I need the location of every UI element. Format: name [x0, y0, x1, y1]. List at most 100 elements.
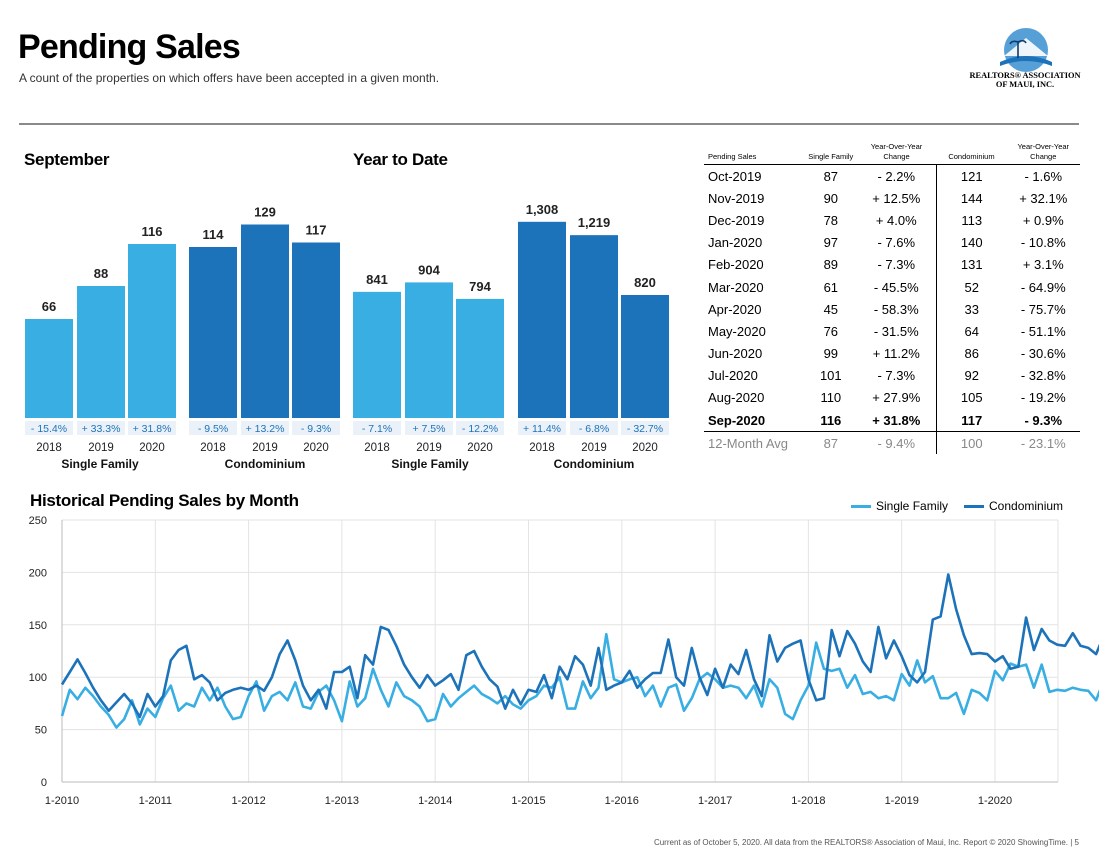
bar-value-label: 1,308 — [526, 202, 559, 217]
cell-condo-change: - 1.6% — [1024, 168, 1063, 184]
cell-sf: 110 — [820, 390, 842, 406]
change-cell — [292, 421, 340, 435]
year-tick-label: 2018 — [529, 442, 555, 454]
table-row: Feb-2020 89 - 7.3% 131 + 3.1% — [704, 253, 1080, 276]
cell-sf: 78 — [823, 212, 839, 228]
svg-text:OF MAUI, INC.: OF MAUI, INC. — [996, 80, 1054, 89]
cell-condo-change: - 75.7% — [1020, 301, 1066, 317]
change-cell — [518, 421, 566, 435]
cell-month: Jun-2020 — [708, 346, 763, 362]
cell-condo: 140 — [935, 231, 1007, 254]
cell-month: Nov-2019 — [708, 190, 765, 206]
cell-month: 12-Month Avg — [704, 431, 806, 455]
cell-condo-change: - 64.9% — [1020, 279, 1066, 295]
series-line-condominium — [60, 573, 1099, 719]
change-label: - 7.1% — [362, 423, 392, 435]
legend-swatch — [964, 504, 984, 508]
bar-single-family-2019 — [77, 286, 125, 418]
cell-sf-change: - 45.5% — [873, 279, 919, 295]
cell-month: Apr-2020 — [708, 301, 762, 317]
bar-value-label: 114 — [203, 227, 225, 242]
year-tick-label: 2019 — [252, 442, 278, 454]
cell-condo: 92 — [935, 364, 1007, 387]
bar-single-family-2018 — [25, 319, 73, 418]
ytd-title: Year to Date — [353, 150, 448, 169]
bar-single-family-2020 — [456, 298, 504, 418]
cell-condo-change: - 32.8% — [1020, 368, 1066, 384]
x-tick-label: 1-2018 — [791, 795, 825, 807]
legend-label: Single Family — [876, 499, 949, 513]
x-tick-label: 1-2019 — [885, 795, 919, 807]
bar-condominium-2018 — [189, 247, 237, 418]
cell-sf-change: + 27.9% — [872, 390, 921, 406]
bar-value-label: 116 — [142, 224, 163, 239]
page-subtitle: A count of the properties on which offer… — [19, 71, 440, 85]
cell-condo-change: - 9.3% — [1024, 412, 1063, 428]
col-header-month: Pending Sales — [704, 142, 806, 165]
change-label: + 31.8% — [133, 423, 172, 435]
y-tick-label: 50 — [35, 725, 47, 737]
year-tick-label: 2018 — [36, 442, 62, 454]
bar-value-label: 904 — [418, 262, 440, 277]
table-row: Oct-2019 87 - 2.2% 121 - 1.6% — [704, 164, 1080, 188]
cell-condo: 105 — [935, 386, 1007, 410]
y-tick-label: 150 — [29, 620, 47, 632]
x-tick-label: 1-2012 — [231, 795, 265, 807]
change-cell — [405, 421, 453, 435]
cell-condo-change: - 10.8% — [1020, 235, 1066, 251]
legend-label: Condominium — [989, 499, 1064, 513]
cell-sf-change: - 9.4% — [856, 431, 937, 455]
table-row: May-2020 76 - 31.5% 64 - 51.1% — [704, 320, 1080, 343]
pending-sales-table: Pending Sales Single Family Year-Over-Ye… — [704, 142, 1080, 455]
cell-condo-change: - 19.2% — [1020, 390, 1066, 406]
change-label: - 9.5% — [198, 423, 228, 435]
cell-condo: 33 — [935, 298, 1007, 321]
change-label: + 33.3% — [82, 423, 121, 435]
table-row: Jun-2020 99 + 11.2% 86 - 30.6% — [704, 342, 1080, 365]
cell-sf-change: - 31.5% — [873, 323, 919, 339]
bar-value-label: 88 — [94, 266, 108, 281]
change-cell — [241, 421, 289, 435]
september-title: September — [24, 150, 110, 169]
cell-month: Jul-2020 — [708, 368, 758, 384]
table-avg-row: 12-Month Avg 87- 9.4% 100- 23.1% — [704, 431, 1080, 455]
cell-month: Jan-2020 — [708, 235, 763, 251]
table-row: Aug-2020 110 + 27.9% 105 - 19.2% — [704, 386, 1080, 410]
change-cell — [189, 421, 237, 435]
cell-sf: 101 — [819, 368, 842, 384]
year-tick-label: 2018 — [364, 442, 390, 454]
bar-condominium-2018 — [518, 221, 566, 418]
x-tick-label: 1-2020 — [978, 795, 1012, 807]
year-tick-label: 2019 — [416, 442, 442, 454]
footer-note: Current as of October 5, 2020. All data … — [653, 838, 1079, 847]
cell-condo: 113 — [935, 209, 1007, 232]
group-label: Condominium — [225, 457, 306, 471]
bar-value-label: 820 — [634, 275, 656, 290]
year-tick-label: 2020 — [303, 442, 329, 454]
x-tick-label: 1-2015 — [511, 795, 545, 807]
cell-condo: 121 — [935, 164, 1007, 188]
cell-sf-change: + 31.8% — [872, 412, 921, 428]
cell-sf-change: - 7.3% — [877, 368, 916, 384]
cell-month: Mar-2020 — [708, 279, 764, 295]
bar-value-label: 117 — [306, 223, 327, 238]
change-label: + 13.2% — [246, 423, 285, 435]
cell-month: Feb-2020 — [708, 257, 764, 273]
bar-value-label: 841 — [366, 272, 388, 287]
header-divider — [19, 123, 1079, 125]
x-tick-label: 1-2010 — [45, 795, 79, 807]
group-label: Single Family — [391, 457, 469, 471]
cell-condo: 64 — [935, 320, 1007, 343]
y-tick-label: 0 — [41, 777, 47, 789]
cell-condo: 144 — [935, 187, 1007, 210]
svg-text:REALTORS® ASSOCIATION: REALTORS® ASSOCIATION — [969, 71, 1080, 80]
cell-sf: 89 — [823, 257, 839, 273]
bar-condominium-2019 — [570, 235, 618, 418]
change-label: + 11.4% — [523, 423, 561, 435]
x-tick-label: 1-2017 — [698, 795, 732, 807]
x-tick-label: 1-2016 — [605, 795, 639, 807]
table-row: Apr-2020 45 - 58.3% 33 - 75.7% — [704, 298, 1080, 321]
cell-condo-change: - 51.1% — [1020, 323, 1066, 339]
year-tick-label: 2020 — [632, 442, 658, 454]
cell-condo: 52 — [935, 275, 1007, 299]
